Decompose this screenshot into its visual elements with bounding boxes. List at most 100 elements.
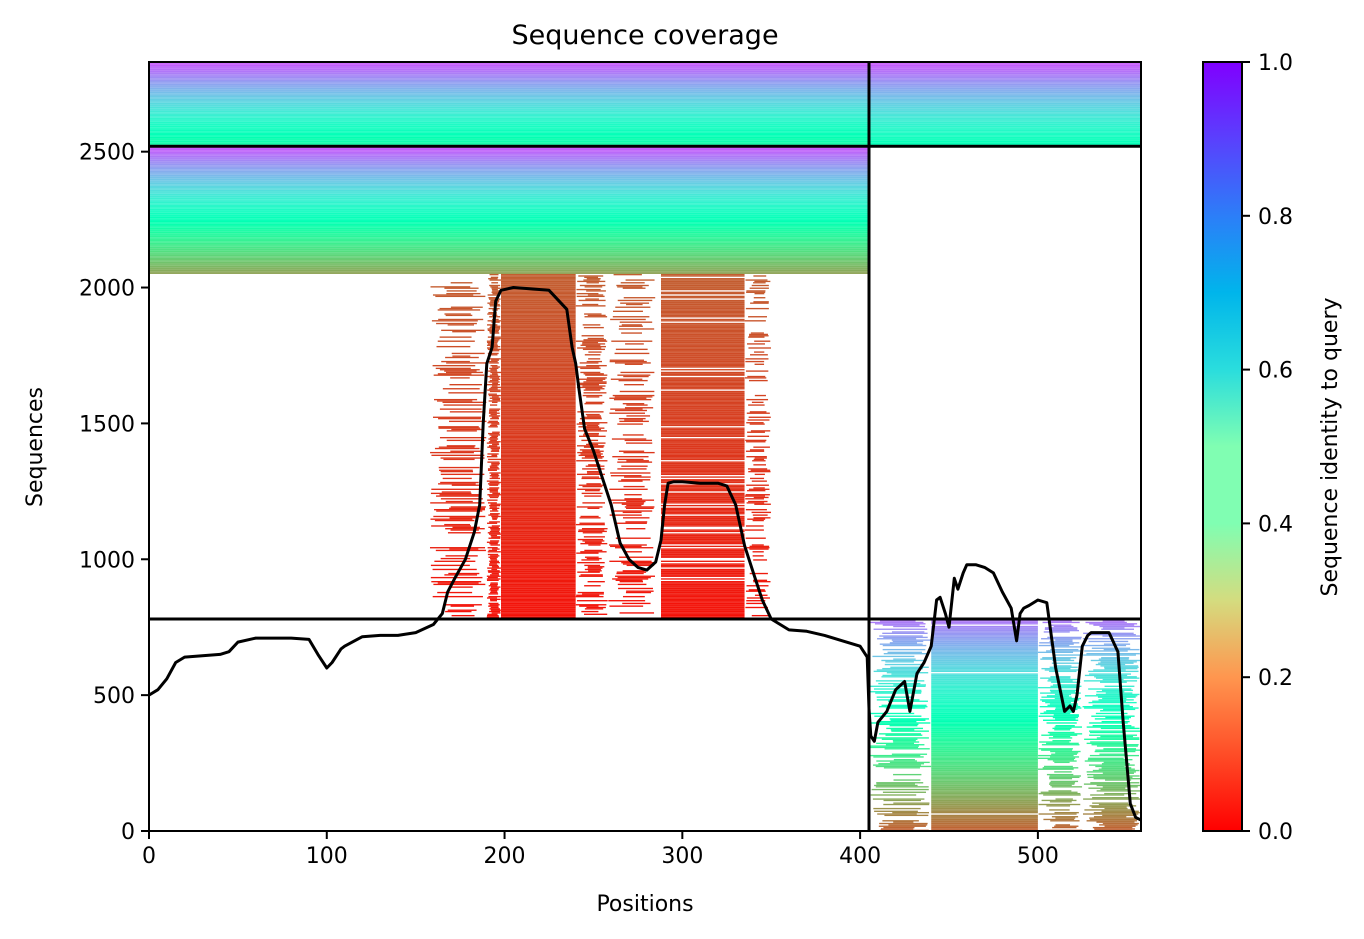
alignment-row — [661, 545, 745, 548]
alignment-row — [443, 458, 475, 461]
alignment-row — [501, 507, 576, 509]
alignment-row — [501, 521, 576, 523]
alignment-row — [869, 74, 1141, 76]
alignment-row — [1050, 750, 1081, 753]
alignment-row — [149, 169, 869, 171]
alignment-row — [749, 335, 769, 337]
alignment-row — [489, 564, 499, 567]
alignment-row — [149, 261, 869, 264]
alignment-row — [501, 491, 576, 493]
alignment-row — [1095, 677, 1140, 679]
alignment-row — [501, 568, 576, 571]
alignment-row — [661, 518, 745, 520]
alignment-row — [1050, 756, 1080, 758]
alignment-row — [487, 469, 497, 471]
alignment-row — [893, 625, 926, 628]
alignment-row — [582, 303, 599, 306]
alignment-row — [883, 826, 915, 829]
alignment-row — [1088, 787, 1126, 789]
alignment-row — [489, 408, 501, 410]
alignment-row — [661, 548, 745, 550]
alignment-row — [450, 506, 486, 508]
alignment-row — [436, 345, 471, 348]
alignment-row — [1043, 794, 1081, 796]
alignment-row — [661, 487, 745, 489]
alignment-row — [489, 397, 501, 399]
alignment-row — [149, 206, 869, 208]
alignment-row — [1042, 657, 1077, 659]
alignment-row — [490, 339, 500, 341]
alignment-row — [579, 284, 606, 287]
alignment-row — [889, 725, 918, 727]
alignment-row — [876, 760, 917, 762]
alignment-row — [490, 590, 498, 592]
alignment-row — [586, 379, 603, 382]
alignment-row — [452, 355, 471, 357]
alignment-row — [430, 286, 471, 288]
alignment-row — [1098, 699, 1134, 701]
alignment-row — [1055, 817, 1076, 819]
alignment-row — [744, 495, 766, 497]
alignment-row — [661, 489, 745, 492]
alignment-row — [487, 389, 501, 391]
alignment-row — [882, 632, 928, 634]
alignment-row — [749, 548, 769, 550]
alignment-row — [489, 415, 501, 417]
alignment-row — [149, 176, 869, 178]
alignment-row — [149, 91, 869, 94]
alignment-row — [625, 279, 655, 281]
alignment-row — [501, 472, 576, 474]
alignment-row — [1086, 726, 1135, 728]
alignment-row — [489, 362, 499, 364]
alignment-row — [450, 529, 479, 531]
alignment-row — [491, 350, 500, 352]
alignment-row — [616, 572, 644, 575]
alignment-row — [1037, 651, 1074, 654]
alignment-row — [1086, 820, 1137, 822]
alignment-row — [1050, 820, 1080, 822]
alignment-row — [489, 489, 498, 492]
alignment-row — [491, 373, 498, 375]
alignment-row — [753, 487, 765, 489]
alignment-row — [869, 138, 1141, 140]
alignment-row — [575, 595, 604, 598]
alignment-row — [579, 435, 606, 437]
alignment-row — [661, 529, 745, 531]
alignment-row — [661, 495, 745, 497]
alignment-row — [931, 621, 1038, 624]
alignment-row — [501, 513, 576, 515]
alignment-row — [1089, 673, 1132, 675]
alignment-row — [612, 502, 645, 504]
alignment-row — [1043, 818, 1075, 821]
alignment-row — [869, 102, 1141, 105]
alignment-row — [486, 442, 499, 444]
alignment-row — [622, 595, 645, 598]
alignment-row — [1049, 640, 1073, 643]
alignment-row — [1090, 794, 1125, 796]
alignment-row — [753, 458, 765, 461]
alignment-row — [577, 600, 608, 602]
alignment-row — [616, 571, 647, 573]
alignment-row — [747, 375, 766, 378]
alignment-row — [750, 469, 771, 471]
alignment-row — [501, 276, 576, 279]
alignment-row — [580, 515, 599, 518]
alignment-row — [586, 428, 602, 431]
alignment-row — [501, 502, 576, 504]
alignment-row — [490, 439, 497, 442]
alignment-row — [585, 465, 605, 467]
alignment-row — [501, 608, 576, 610]
alignment-row — [488, 585, 498, 587]
alignment-row — [149, 86, 869, 88]
alignment-row — [661, 343, 745, 345]
alignment-row — [661, 348, 745, 351]
alignment-row — [501, 460, 576, 462]
alignment-row — [501, 552, 576, 554]
alignment-row — [748, 589, 765, 591]
alignment-row — [588, 351, 602, 353]
alignment-row — [881, 676, 918, 678]
alignment-row — [501, 350, 576, 352]
alignment-row — [501, 545, 576, 548]
alignment-row — [501, 587, 576, 590]
alignment-row — [1089, 754, 1140, 757]
